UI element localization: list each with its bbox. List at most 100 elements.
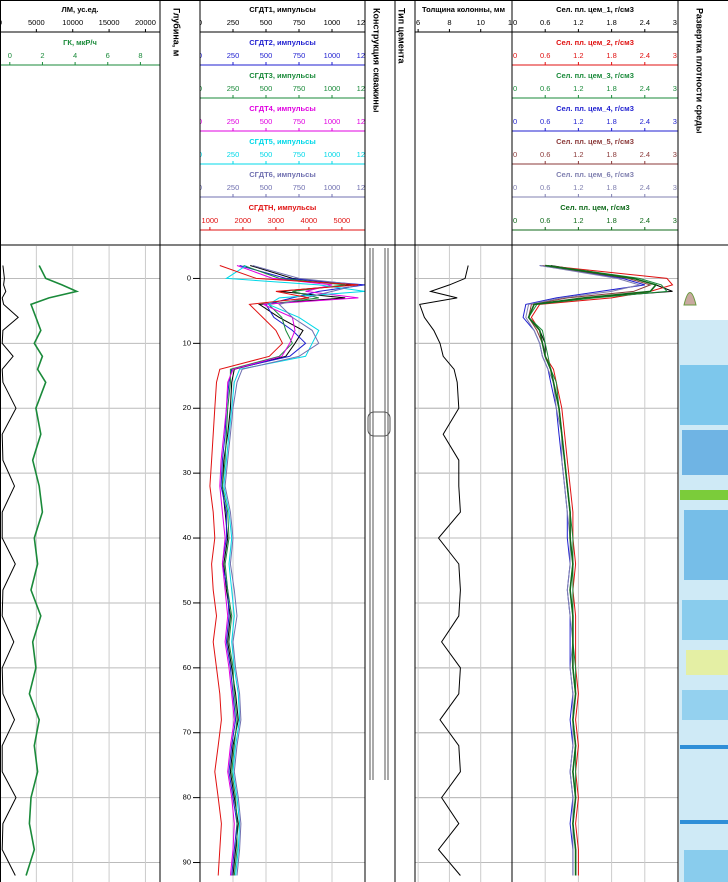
x-tick-label: 8 [138,51,142,60]
construction-title: Конструкция скважины [372,8,382,113]
series-title: Сел. пл. цем_3, г/см3 [556,71,634,80]
x-tick-label: 1000 [324,84,341,93]
x-tick-label: 5000 [334,216,351,225]
series-title: СГДТ1, импульсы [249,5,315,14]
x-tick-label: 250 [227,84,240,93]
series-title: СГДТН, импульсы [249,203,317,212]
x-tick-label: 1000 [202,216,219,225]
depth-label: 60 [183,663,191,672]
x-tick-label: 0 [8,51,12,60]
x-tick-label: 1.2 [573,84,583,93]
depth-label: 0 [187,273,191,282]
depth-label: 90 [183,858,191,867]
x-tick-label: 1.8 [606,18,616,27]
x-tick-label: 5000 [28,18,45,27]
density-scan [679,293,728,882]
x-tick-label: 1000 [324,51,341,60]
x-tick-label: 1.2 [573,216,583,225]
x-tick-label: 6 [106,51,110,60]
x-tick-label: 10 [477,18,485,27]
x-tick-label: 1.8 [606,51,616,60]
depth-label: 20 [183,403,191,412]
series-title: Сел. пл. цем_4, г/см3 [556,104,634,113]
x-tick-label: 750 [293,18,306,27]
series-title: Сел. пл. цем_2, г/см3 [556,38,634,47]
series-title: СГДТ4, импульсы [249,104,315,113]
x-tick-label: 0.6 [540,150,550,159]
x-tick-label: 0.6 [540,216,550,225]
x-tick-label: 500 [260,18,273,27]
x-tick-label: 500 [260,183,273,192]
series-title: СГДТ6, импульсы [249,170,315,179]
x-tick-label: 1.2 [573,51,583,60]
x-tick-label: 750 [293,51,306,60]
x-tick-label: 1000 [324,183,341,192]
x-tick-label: 2.4 [640,18,650,27]
x-tick-label: 2.4 [640,51,650,60]
x-tick-label: 1.8 [606,216,616,225]
x-tick-label: 1000 [324,18,341,27]
scan-title: Развертка плотности среды [695,8,705,134]
series-title: СГДТ2, импульсы [249,38,315,47]
series-title: СГДТ5, импульсы [249,137,315,146]
depth-label: 80 [183,793,191,802]
x-tick-label: 3000 [268,216,285,225]
x-tick-label: 250 [227,183,240,192]
x-tick-label: 4 [73,51,77,60]
x-tick-label: 2.4 [640,84,650,93]
x-tick-label: 250 [227,51,240,60]
x-tick-label: 0.6 [540,117,550,126]
x-tick-label: 750 [293,84,306,93]
x-tick-label: 2 [40,51,44,60]
x-tick-label: 6 [416,18,420,27]
depth-label: 40 [183,533,191,542]
x-tick-label: 0.6 [540,84,550,93]
x-tick-label: 1.8 [606,117,616,126]
x-tick-label: 750 [293,150,306,159]
series-title: Сел. пл. цем_6, г/см3 [556,170,634,179]
x-tick-label: 1.2 [573,150,583,159]
x-tick-label: 1000 [324,117,341,126]
series-title: Сел. пл. цем, г/см3 [560,203,629,212]
x-tick-label: 10000 [62,18,83,27]
x-tick-label: 500 [260,117,273,126]
x-tick-label: 0.6 [540,18,550,27]
x-tick-label: 500 [260,150,273,159]
series-title: ЛМ, ус.ед. [62,5,99,14]
x-tick-label: 1.2 [573,183,583,192]
series-title: Сел. пл. цем_5, г/см3 [556,137,634,146]
depth-label: 70 [183,728,191,737]
x-tick-label: 8 [447,18,451,27]
x-tick-label: 1.8 [606,150,616,159]
x-tick-label: 750 [293,183,306,192]
series-title: Толщина колонны, мм [422,5,505,14]
x-tick-label: 1.2 [573,117,583,126]
series-title: СГДТ3, импульсы [249,71,315,80]
series-title: Сел. пл. цем_1, г/см3 [556,5,634,14]
x-tick-label: 250 [227,18,240,27]
x-tick-label: 15000 [99,18,120,27]
x-tick-label: 0.6 [540,51,550,60]
x-tick-label: 1.8 [606,183,616,192]
cement-title: Тип цемента [397,8,407,65]
depth-label: 30 [183,468,191,477]
x-tick-label: 2.4 [640,216,650,225]
x-tick-label: 20000 [135,18,156,27]
well-log: Глубина, м Конструкция скважины Тип цеме… [0,0,728,882]
x-tick-label: 250 [227,150,240,159]
depth-label: 10 [183,338,191,347]
x-tick-label: 0.6 [540,183,550,192]
x-tick-label: 2.4 [640,183,650,192]
x-tick-label: 500 [260,84,273,93]
depth-label: 50 [183,598,191,607]
x-tick-label: 1.8 [606,84,616,93]
x-tick-label: 250 [227,117,240,126]
series-title: ГК, мкР/ч [63,38,97,47]
x-tick-label: 2.4 [640,117,650,126]
x-tick-label: 2.4 [640,150,650,159]
x-tick-label: 500 [260,51,273,60]
x-tick-label: 4000 [301,216,318,225]
x-tick-label: 750 [293,117,306,126]
x-tick-label: 1.2 [573,18,583,27]
x-tick-label: 2000 [235,216,252,225]
